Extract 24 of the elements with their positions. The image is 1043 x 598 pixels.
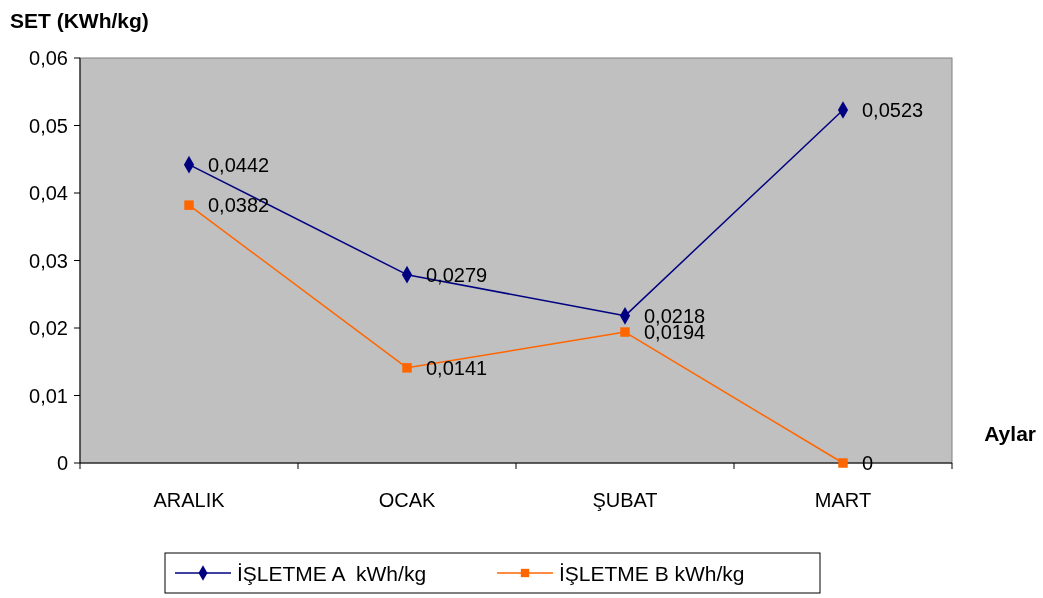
point: [402, 363, 412, 373]
point: [184, 200, 194, 210]
point: [620, 327, 630, 337]
y-tick-label: 0,06: [29, 47, 68, 69]
y-tick-label: 0: [56, 452, 68, 474]
data-label: 0,0141: [426, 356, 488, 379]
y-tick-label: 0,05: [29, 114, 68, 137]
x-axis-title: Aylar: [984, 422, 1036, 445]
x-tick-label: MART: [814, 489, 872, 511]
x-tick-label: ŞUBAT: [592, 489, 658, 511]
point: [838, 458, 848, 468]
y-tick-label: 0,02: [29, 317, 68, 339]
x-tick-label: ARALIK: [153, 489, 226, 511]
y-axis-title: SET (KWh/kg): [10, 9, 149, 32]
data-label: 0,0442: [208, 153, 270, 176]
data-label: 0,0279: [426, 263, 488, 286]
y-tick-label: 0,01: [29, 384, 68, 407]
legend-label: İŞLETME B kWh/kg: [559, 562, 745, 585]
y-tick-label: 0,04: [29, 182, 68, 204]
legend-label: İŞLETME A kWh/kg: [237, 562, 427, 585]
data-label: 0,0523: [862, 98, 924, 121]
data-label: 0,0382: [208, 194, 270, 217]
x-tick-label: OCAK: [378, 489, 436, 511]
y-tick-label: 0,03: [29, 249, 68, 272]
